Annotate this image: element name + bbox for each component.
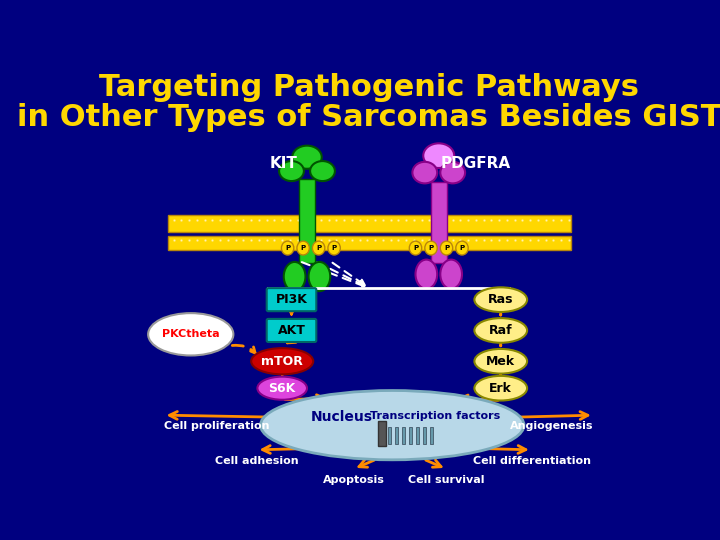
Bar [168,236,570,249]
Bar [378,421,386,446]
Ellipse shape [251,348,313,374]
Ellipse shape [148,313,233,355]
Bar [431,428,433,444]
Ellipse shape [279,161,304,181]
Text: P: P [332,245,337,251]
Text: Raf: Raf [489,324,513,337]
Text: P: P [444,245,449,251]
Ellipse shape [415,260,437,289]
Ellipse shape [309,262,330,291]
Ellipse shape [474,376,527,401]
Text: Targeting Pathogenic Pathways: Targeting Pathogenic Pathways [99,73,639,103]
Bar [431,182,446,262]
Ellipse shape [441,162,465,184]
Bar [416,428,419,444]
Ellipse shape [328,241,341,255]
Text: Ras: Ras [488,293,513,306]
Bar [300,179,315,264]
Bar [402,428,405,444]
Text: Erk: Erk [490,382,512,395]
Text: P: P [300,245,306,251]
FancyBboxPatch shape [266,288,316,311]
Text: Cell proliferation: Cell proliferation [163,421,269,431]
Ellipse shape [474,287,527,312]
Ellipse shape [474,349,527,374]
Text: Transcription factors: Transcription factors [370,411,500,421]
Text: mTOR: mTOR [261,355,303,368]
Ellipse shape [282,241,294,255]
Ellipse shape [310,161,335,181]
Text: P: P [459,245,464,251]
Text: Nucleus: Nucleus [311,410,373,424]
Bar [388,428,392,444]
Ellipse shape [258,377,307,400]
Text: P: P [316,245,321,251]
Ellipse shape [312,241,325,255]
Text: PKCtheta: PKCtheta [162,329,220,339]
Text: Cell differentiation: Cell differentiation [473,456,590,465]
Text: AKT: AKT [278,324,305,337]
Ellipse shape [284,262,305,291]
Ellipse shape [297,241,310,255]
Ellipse shape [456,241,468,255]
Text: Cell adhesion: Cell adhesion [215,456,298,465]
Bar [168,215,570,232]
Text: P: P [428,245,433,251]
FancyBboxPatch shape [266,319,316,342]
Text: Apoptosis: Apoptosis [323,475,384,485]
Text: S6K: S6K [269,382,296,395]
Ellipse shape [292,146,322,169]
Ellipse shape [441,241,453,255]
Text: KIT: KIT [270,156,297,171]
Text: Cell survival: Cell survival [408,475,485,485]
Text: Angiogenesis: Angiogenesis [510,421,594,431]
Text: P: P [413,245,418,251]
Text: P: P [285,245,290,251]
Text: PI3K: PI3K [276,293,307,306]
Ellipse shape [409,241,422,255]
Ellipse shape [261,390,524,460]
Ellipse shape [423,143,454,168]
Bar [395,428,398,444]
Ellipse shape [425,241,437,255]
Ellipse shape [413,162,437,184]
Bar [423,428,426,444]
Text: in Other Types of Sarcomas Besides GIST: in Other Types of Sarcomas Besides GIST [17,103,720,132]
Bar [409,428,413,444]
Text: PDGFRA: PDGFRA [441,156,511,171]
Ellipse shape [474,318,527,343]
Ellipse shape [441,260,462,289]
Text: Mek: Mek [486,355,516,368]
